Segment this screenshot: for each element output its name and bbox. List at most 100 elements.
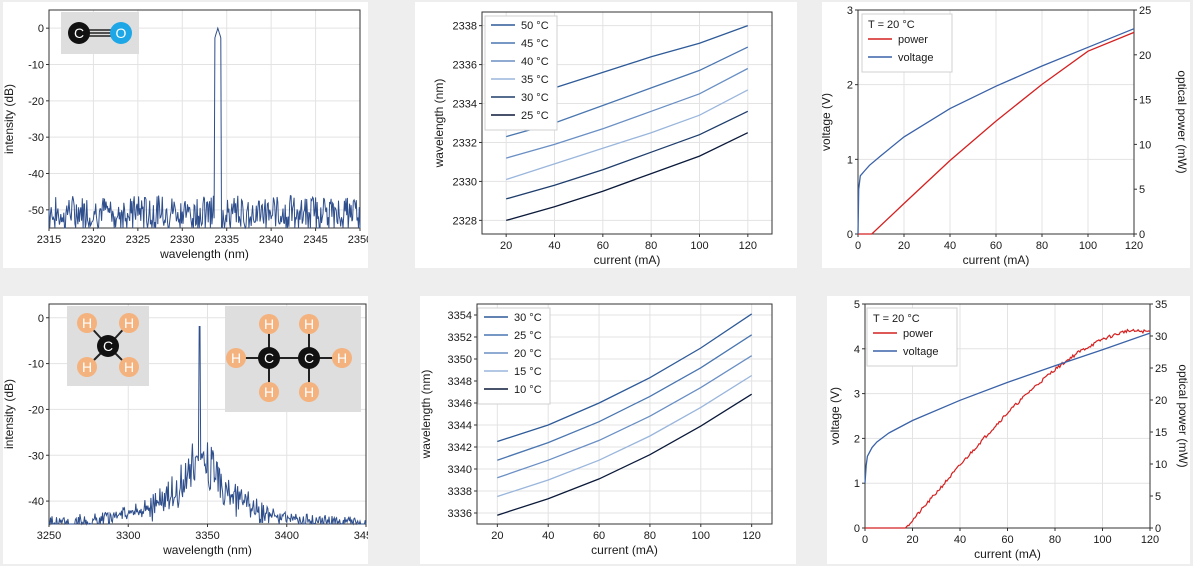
y-tick-label: 3348	[448, 376, 472, 388]
y-tick-label: -20	[28, 96, 44, 108]
y2-tick-label: 0	[1139, 229, 1145, 241]
y-axis-label: intensity (dB)	[3, 84, 16, 154]
series-line	[506, 132, 749, 222]
y-tick-label: -30	[28, 450, 44, 462]
y-tick-label: 3340	[448, 464, 472, 476]
x-tick-label: 80	[1036, 240, 1048, 252]
x-tick-label: 80	[1049, 534, 1061, 546]
y2-tick-label: 20	[1155, 395, 1167, 407]
y-tick-label: 3	[854, 389, 860, 401]
hydrogen-atom	[259, 314, 279, 334]
x-tick-label: 40	[542, 530, 554, 542]
hydrogen-atom	[77, 313, 97, 333]
series-line	[497, 374, 753, 498]
y-tick-label: 2330	[453, 176, 477, 188]
oxygen-atom-label: O	[116, 25, 127, 41]
legend-label: 50 °C	[521, 20, 549, 32]
series-line	[497, 334, 753, 461]
x-tick-label: 0	[855, 240, 861, 252]
y-tick-label: 0	[854, 523, 860, 535]
y-tick-label: 4	[854, 344, 860, 356]
y-tick-label: 3336	[448, 508, 472, 520]
panel-co-liv: 0 20 40 60 80 100 120 0 1 2 3 current (mA) voltage (…	[822, 2, 1190, 268]
y2-tick-label: 35	[1155, 299, 1167, 311]
y-tick-label: -20	[28, 404, 44, 416]
series-line	[497, 393, 753, 516]
legend-label: power	[898, 34, 928, 46]
legend-box	[484, 15, 558, 131]
hydrogen-atom-label: H	[124, 359, 134, 375]
legend-title: T = 20 °C	[868, 19, 915, 31]
x-tick-label: 100	[1079, 240, 1097, 252]
legend-label: 35 °C	[521, 74, 549, 86]
panel-co-tuning: 20 40 60 80 100 120 2328 2330 2332 2334 2336 2338 cu…	[415, 2, 797, 268]
x-tick-label: 80	[644, 530, 656, 542]
hydrogen-atom-label: H	[304, 316, 314, 332]
x-tick-label: 0	[862, 534, 868, 546]
hydrogen-atom-label: H	[337, 350, 347, 366]
oxygen-atom	[110, 22, 132, 44]
panel-ch-spectrum: 3250 3300 3350 3400 3450 0 -10 -20 -30 -40 wavelen…	[3, 296, 368, 564]
y-tick-label: 3338	[448, 486, 472, 498]
x-tick-label: 120	[1125, 240, 1143, 252]
hydrogen-atom	[299, 314, 319, 334]
x-axis-label: wavelength (nm)	[159, 247, 249, 261]
y-tick-label: 1	[854, 478, 860, 490]
hydrogen-atom	[119, 357, 139, 377]
series-voltage	[857, 28, 1135, 235]
x-axis-label: current (mA)	[974, 547, 1041, 561]
x-tick-label: 3400	[275, 530, 299, 542]
hydrogen-atom	[259, 382, 279, 402]
x-tick-label: 20	[491, 530, 503, 542]
hydrogen-atom-label: H	[264, 384, 274, 400]
y-axis-label: intensity (dB)	[3, 379, 16, 449]
carbon-atom-label: C	[264, 350, 274, 366]
y-axis-label: wavelength (nm)	[432, 79, 446, 169]
carbon-atom-label: C	[74, 25, 84, 41]
y-axis-label: wavelength (nm)	[420, 370, 433, 460]
x-tick-label: 40	[944, 240, 956, 252]
carbon-atom	[68, 22, 90, 44]
legend-label: 25 °C	[514, 330, 542, 342]
y-tick-label: -10	[28, 60, 44, 72]
x-tick-label: 3250	[37, 530, 61, 542]
x-axis-label: current (mA)	[963, 253, 1030, 267]
x-tick-label: 100	[690, 240, 708, 252]
carbon-atom	[258, 347, 280, 369]
legend-label: 45 °C	[521, 38, 549, 50]
y-tick-label: 0	[38, 313, 44, 325]
x-tick-label: 2315	[37, 234, 61, 246]
plot-frame	[48, 303, 367, 525]
hydrogen-atom-label: H	[264, 316, 274, 332]
x-tick-label: 3350	[195, 530, 219, 542]
carbon-atom-label: C	[304, 350, 314, 366]
x-tick-label: 2325	[126, 234, 150, 246]
y-tick-label: 3342	[448, 442, 472, 454]
y-axis-label: voltage (V)	[822, 93, 833, 151]
y-tick-label: 2336	[453, 60, 477, 72]
carbon-atom	[298, 347, 320, 369]
legend-box	[861, 13, 953, 73]
y-tick-label: 3344	[448, 420, 472, 432]
legend-label: 40 °C	[521, 56, 549, 68]
y-tick-label: -40	[28, 496, 44, 508]
x-tick-label: 60	[597, 240, 609, 252]
spectrum-line	[48, 26, 361, 230]
y2-tick-label: 0	[1155, 523, 1161, 535]
x-tick-label: 100	[692, 530, 710, 542]
y-tick-label: 2334	[453, 99, 477, 111]
plot-frame	[476, 303, 773, 525]
x-tick-label: 80	[645, 240, 657, 252]
y-tick-label: -30	[28, 132, 44, 144]
series-voltage	[864, 332, 1151, 484]
y2-axis-label: optical power (mW)	[1175, 70, 1189, 173]
x-tick-label: 60	[1001, 534, 1013, 546]
y2-tick-label: 25	[1139, 5, 1151, 17]
x-tick-label: 120	[739, 240, 757, 252]
carbon-atom	[97, 335, 119, 357]
x-axis-label: current (mA)	[594, 253, 661, 267]
hydrogen-atom	[299, 382, 319, 402]
